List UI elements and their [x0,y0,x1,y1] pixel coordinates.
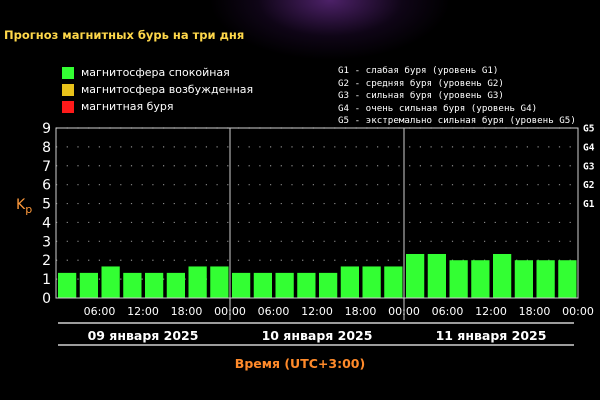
kp-bar [362,266,381,298]
time-tick-label: 18:00 [171,305,203,318]
legend-label-calm: магнитосфера спокойная [81,66,230,79]
storm-level-g5: G5 - экстремально сильная буря (уровень … [338,115,576,126]
storm-level-legend: G1 - слабая буря (уровень G1) G2 - средн… [338,65,576,128]
y-tick-label: 7 [42,159,51,175]
right-tick-label: G4 [583,142,595,153]
legend-item-calm: магнитосфера спокойная [62,64,253,81]
time-tick-label: 00:00 [214,305,246,318]
y-axis-label: Kp [16,197,32,216]
kp-bar [536,260,555,298]
storm-level-g4: G4 - очень сильная буря (уровень G4) [338,102,538,114]
y-tick-label: 6 [42,178,51,194]
y-tick-label: 0 [42,291,51,307]
day-label: 10 января 2025 [262,328,373,343]
page-title: Прогноз магнитных бурь на три дня [4,28,245,42]
kp-bar [188,266,207,298]
y-tick-label: 4 [42,215,51,231]
time-tick-label: 18:00 [519,305,551,318]
day-label: 11 января 2025 [436,328,547,343]
legend-label-excited: магнитосфера возбужденная [81,83,254,96]
kp-bar [406,253,425,298]
status-legend: магнитосфера спокойная магнитосфера возб… [62,64,253,115]
kp-bar [253,272,272,298]
kp-bar [275,272,294,298]
kp-bar [384,266,403,298]
y-axis-label-sub: p [25,202,33,216]
right-tick-label: G5 [583,124,595,135]
kp-bar [58,272,77,298]
kp-bar [123,272,142,298]
kp-bar [558,260,577,298]
time-tick-label: 00:00 [562,305,594,318]
plot-frame [55,127,579,299]
kp-bar [427,253,446,298]
kp-bar [232,272,251,298]
time-tick-label: 06:00 [432,305,464,318]
legend-label-storm: магнитная буря [81,100,174,113]
right-tick-label: G2 [583,180,594,191]
kp-bar [493,253,512,298]
y-tick-label: 8 [42,140,51,156]
legend-swatch-storm [62,100,74,113]
legend-item-storm: магнитная буря [62,98,253,115]
legend-item-excited: магнитосфера возбужденная [62,81,253,98]
kp-bar [319,272,338,298]
kp-bar [210,266,229,298]
right-tick-label: G1 [583,199,595,210]
kp-bar [471,260,490,298]
kp-bar [297,272,316,298]
time-tick-label: 12:00 [127,305,159,318]
y-tick-label: 9 [42,121,51,137]
y-tick-label: 2 [42,253,51,269]
time-tick-label: 06:00 [258,305,290,318]
storm-level-g1: G1 - слабая буря (уровень G1) [338,65,499,76]
legend-swatch-calm [62,66,74,79]
kp-bar [514,260,533,298]
day-label: 09 января 2025 [88,328,199,343]
kp-bar [101,266,120,298]
time-tick-label: 00:00 [388,305,420,318]
time-tick-label: 18:00 [345,305,377,318]
kp-bar [340,266,359,298]
y-tick-label: 3 [42,234,51,250]
right-tick-label: G3 [583,161,595,172]
background-glow [0,0,600,60]
kp-bar [166,272,185,298]
time-tick-label: 12:00 [301,305,333,318]
kp-bar [449,260,468,298]
time-tick-label: 12:00 [475,305,507,318]
x-axis-label: Время (UTC+3:00) [234,356,366,371]
storm-level-g2: G2 - средняя буря (уровень G2) [338,77,504,89]
y-tick-label: 5 [42,197,51,213]
legend-swatch-excited [62,83,74,96]
kp-bar [79,272,98,298]
y-tick-label: 1 [42,272,51,288]
kp-bar [145,272,164,298]
storm-level-g3: G3 - сильная буря (уровень G3) [338,90,504,101]
y-axis-label-main: K [16,197,26,213]
time-tick-label: 06:00 [84,305,116,318]
